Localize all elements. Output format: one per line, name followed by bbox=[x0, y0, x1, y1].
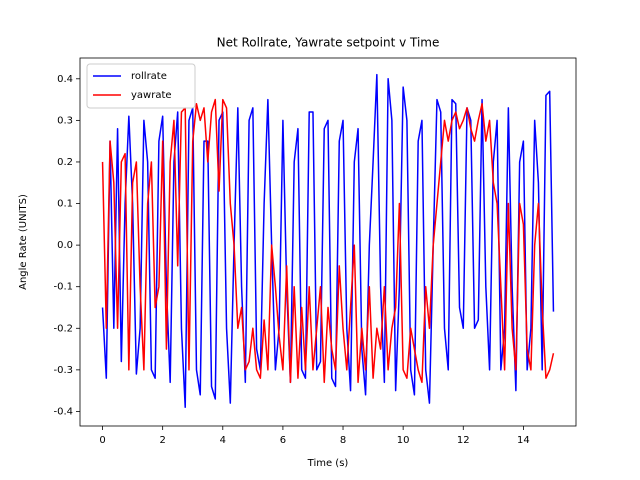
y-tick-label: 0.0 bbox=[57, 240, 73, 251]
x-tick-label: 12 bbox=[457, 435, 470, 446]
y-tick-label: 0.3 bbox=[57, 115, 73, 126]
chart-title: Net Rollrate, Yawrate setpoint v Time bbox=[217, 36, 440, 50]
plot-frame bbox=[79, 57, 577, 427]
x-tick-label: 8 bbox=[340, 435, 346, 446]
x-tick-label: 10 bbox=[397, 435, 410, 446]
x-axis-label: Time (s) bbox=[307, 458, 349, 469]
x-tick-label: 0 bbox=[99, 435, 105, 446]
y-tick-label: 0.2 bbox=[57, 157, 73, 168]
y-tick-label: -0.3 bbox=[53, 365, 73, 376]
y-tick-label: -0.4 bbox=[53, 406, 73, 417]
legend-box bbox=[86, 63, 196, 109]
data-line bbox=[101, 73, 555, 409]
y-tick-label: 0.1 bbox=[57, 199, 73, 210]
x-tick-label: 6 bbox=[280, 435, 286, 446]
x-tick-label: 4 bbox=[220, 435, 226, 446]
x-tick-label: 2 bbox=[159, 435, 165, 446]
y-axis-label: Angle Rate (UNITS) bbox=[18, 194, 29, 290]
legend-label: rollrate bbox=[131, 71, 167, 82]
data-line bbox=[101, 98, 555, 384]
legend-label: yawrate bbox=[131, 90, 172, 101]
y-tick-label: -0.1 bbox=[53, 282, 73, 293]
y-tick-label: -0.2 bbox=[53, 323, 73, 334]
x-tick-label: 14 bbox=[517, 435, 530, 446]
y-tick-label: 0.4 bbox=[57, 74, 73, 85]
